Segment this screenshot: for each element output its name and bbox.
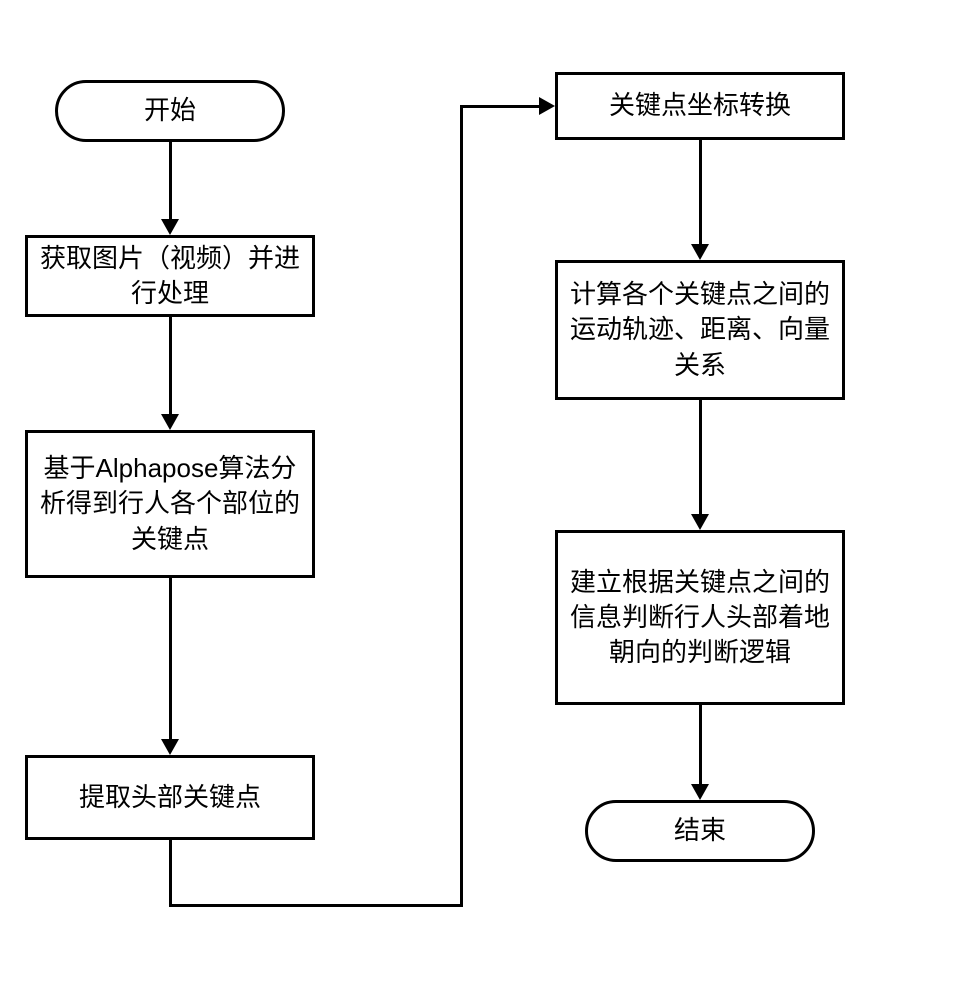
edge-step3-step4-head [539, 97, 555, 115]
edge-step5-step6-line [699, 400, 702, 514]
node-label: 计算各个关键点之间的运动轨迹、距离、向量关系 [568, 277, 832, 382]
flow-node-step3: 提取头部关键点 [25, 755, 315, 840]
flow-node-step2: 基于Alphapose算法分析得到行人各个部位的关键点 [25, 430, 315, 578]
edge-step6-end-head [691, 784, 709, 800]
node-label: 结束 [674, 813, 726, 848]
edge-step1-step2-line [169, 317, 172, 414]
edge-step3-step4-seg1 [169, 840, 172, 905]
node-label: 提取头部关键点 [79, 780, 261, 815]
edge-start-step1-line [169, 142, 172, 219]
edge-step2-step3-line [169, 578, 172, 739]
edge-step3-step4-seg2 [169, 904, 463, 907]
edge-step6-end-line [699, 705, 702, 784]
node-label: 获取图片（视频）并进行处理 [38, 241, 302, 311]
edge-start-step1-head [161, 219, 179, 235]
node-label: 关键点坐标转换 [609, 88, 791, 123]
node-label: 开始 [144, 93, 196, 128]
node-label: 基于Alphapose算法分析得到行人各个部位的关键点 [38, 451, 302, 556]
edge-step1-step2-head [161, 414, 179, 430]
edge-step2-step3-head [161, 739, 179, 755]
flow-node-start: 开始 [55, 80, 285, 142]
flow-node-step4: 关键点坐标转换 [555, 72, 845, 140]
edge-step4-step5-head [691, 244, 709, 260]
edge-step4-step5-line [699, 140, 702, 244]
flow-node-step5: 计算各个关键点之间的运动轨迹、距离、向量关系 [555, 260, 845, 400]
flow-node-step6: 建立根据关键点之间的信息判断行人头部着地朝向的判断逻辑 [555, 530, 845, 705]
flow-node-step1: 获取图片（视频）并进行处理 [25, 235, 315, 317]
node-label: 建立根据关键点之间的信息判断行人头部着地朝向的判断逻辑 [568, 565, 832, 670]
edge-step3-step4-seg3 [460, 105, 463, 907]
edge-step3-step4-seg4 [460, 105, 540, 108]
edge-step5-step6-head [691, 514, 709, 530]
flow-node-end: 结束 [585, 800, 815, 862]
